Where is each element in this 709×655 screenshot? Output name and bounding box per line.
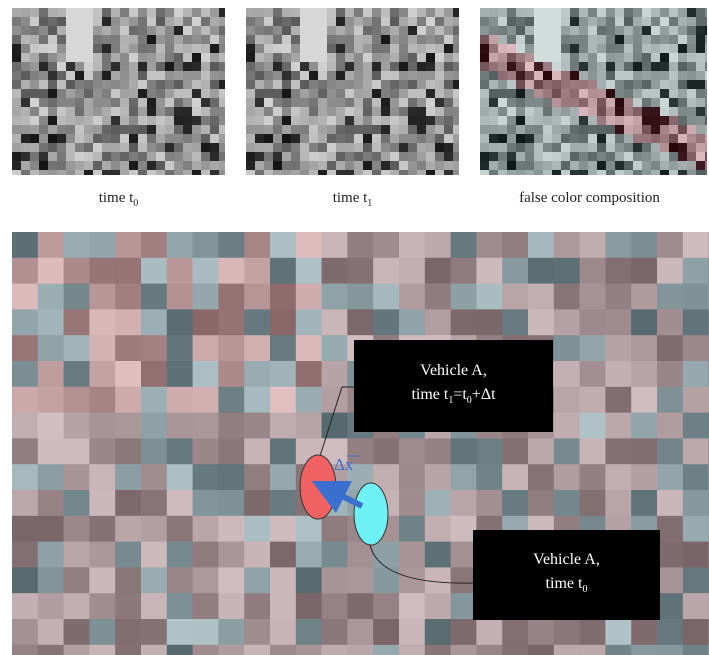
text: time t [546, 575, 583, 592]
leader-line [370, 545, 473, 583]
page: time t0 time t1 false color composition … [0, 0, 709, 655]
annotation-box: Vehicle A, time t1=t0+Δt [354, 340, 553, 432]
annotation-box: Vehicle A, time t0 [473, 530, 660, 620]
annotation-text: Vehicle A, [473, 548, 660, 572]
annotation-text: time t1=t0+Δt [354, 383, 553, 413]
annotation-text: Vehicle A, [354, 359, 553, 383]
text: time t [411, 386, 448, 403]
leader-line [320, 387, 354, 456]
vehicle-t0 [354, 483, 388, 545]
subscript: 0 [582, 584, 587, 595]
displacement-label: Δx [334, 455, 353, 475]
text: =t [453, 386, 466, 403]
text: +Δt [472, 386, 496, 403]
annotation-text: time t0 [473, 572, 660, 602]
